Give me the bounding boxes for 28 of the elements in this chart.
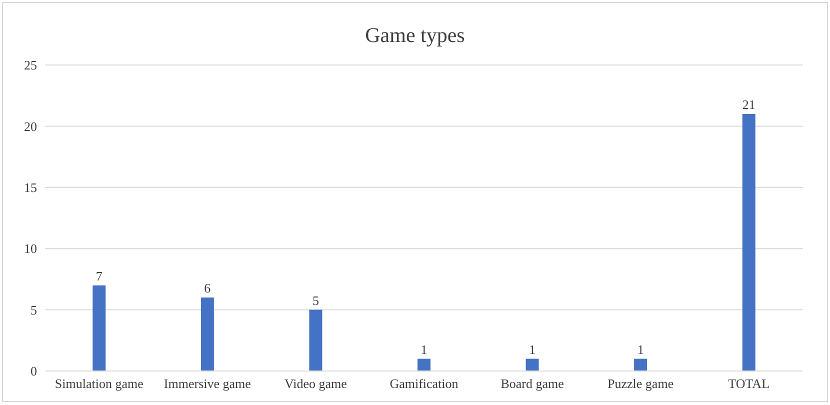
x-tick-label: Board game: [500, 376, 564, 392]
chart-title: Game types: [364, 22, 466, 49]
x-tick-label: Gamification: [390, 376, 459, 392]
x-tick-label: TOTAL: [728, 376, 770, 392]
y-tick-label: 15: [24, 180, 37, 196]
data-label: 6: [204, 280, 212, 296]
x-tick-label: Immersive game: [164, 376, 252, 392]
y-tick-label: 0: [30, 364, 37, 379]
bar: [200, 298, 214, 371]
bar: [418, 358, 430, 371]
bar: [526, 358, 539, 371]
data-label: 1: [420, 342, 428, 357]
y-tick-label: 25: [24, 58, 37, 73]
data-label: 1: [637, 342, 644, 357]
x-tick-label: Video game: [284, 376, 348, 392]
data-label: 21: [742, 96, 756, 112]
bar: [742, 114, 756, 371]
bar: [92, 285, 106, 371]
y-tick-label: 10: [24, 241, 37, 256]
data-label: 1: [529, 342, 536, 357]
x-tick-label: Simulation game: [54, 376, 144, 392]
data-label: 5: [312, 292, 319, 308]
data-label: 7: [96, 268, 103, 284]
y-tick-label: 5: [30, 302, 37, 318]
bar: [634, 358, 648, 371]
bar: [309, 310, 322, 371]
y-tick-label: 20: [24, 118, 37, 134]
x-tick-label: Puzzle game: [608, 376, 674, 392]
